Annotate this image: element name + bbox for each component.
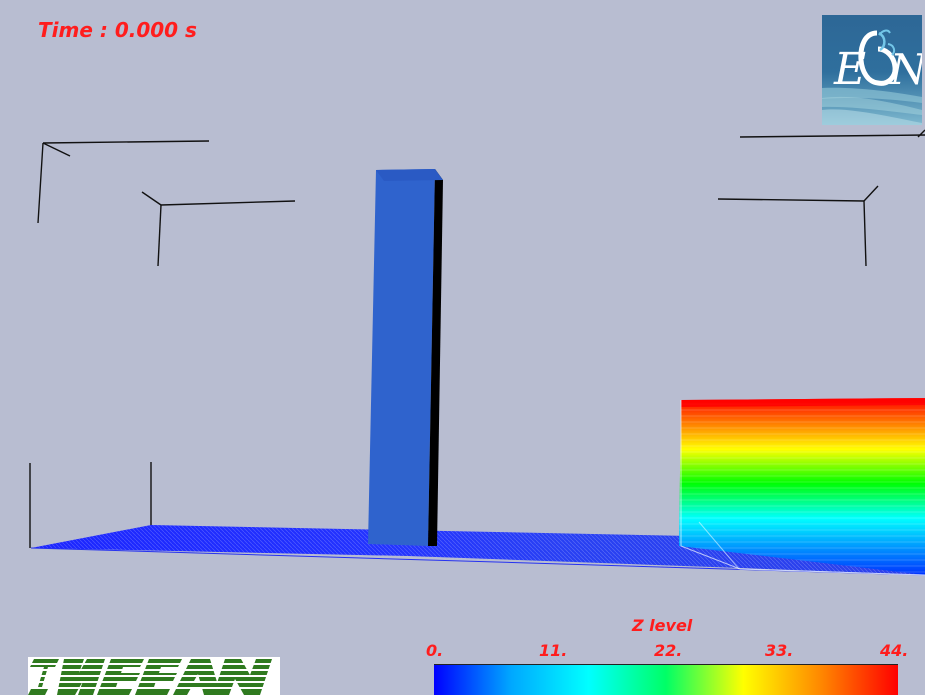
legend-title: Z level <box>632 616 693 635</box>
insan-logo <box>28 657 280 695</box>
water-block <box>679 398 925 576</box>
legend-tick-3: 33. <box>765 641 794 660</box>
legend-tick-0: 0. <box>426 641 444 660</box>
color-scale-bar <box>434 664 898 695</box>
pillar <box>368 169 443 546</box>
legend-tick-2: 22. <box>654 641 683 660</box>
ecn-logo: E N <box>822 15 922 125</box>
wireframe-box <box>29 129 925 548</box>
time-readout: Time : 0.000 s <box>38 18 197 42</box>
legend-tick-4: 44. <box>880 641 909 660</box>
legend-tick-1: 11. <box>539 641 568 660</box>
